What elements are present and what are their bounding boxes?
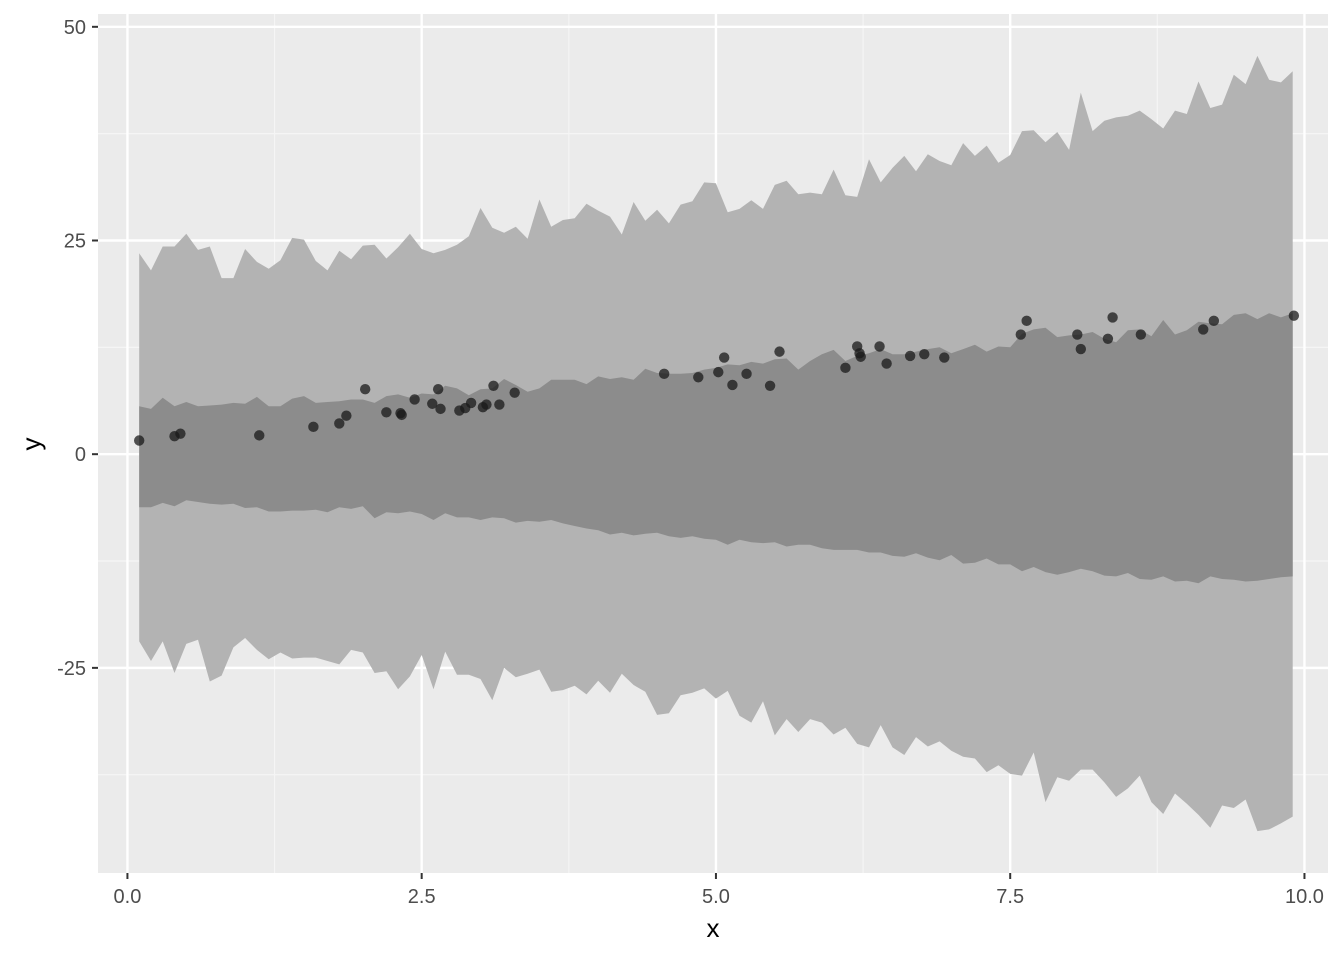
data-point	[1107, 312, 1118, 323]
data-point	[409, 394, 420, 405]
data-point	[693, 372, 704, 383]
data-point	[855, 351, 866, 362]
data-point	[427, 398, 438, 409]
data-point	[1075, 343, 1087, 355]
data-point	[1208, 315, 1220, 327]
data-point	[481, 399, 492, 410]
x-tick-label: 5.0	[702, 886, 730, 908]
y-tick-label: 50	[64, 17, 86, 39]
data-point	[435, 403, 446, 415]
y-axis-title: y	[16, 438, 46, 451]
data-point	[494, 399, 505, 410]
data-point	[727, 379, 738, 391]
data-point	[1102, 333, 1114, 344]
x-tick-label: 2.5	[408, 886, 436, 908]
data-point	[874, 341, 885, 352]
data-point	[881, 358, 892, 369]
x-tick-label: 0.0	[114, 886, 142, 908]
data-point	[718, 352, 730, 363]
data-point	[381, 407, 392, 418]
data-point	[658, 368, 670, 380]
data-point	[308, 421, 319, 433]
inner-band	[139, 313, 1293, 584]
y-tick-label: 25	[64, 231, 86, 253]
data-point	[341, 410, 352, 421]
data-point	[133, 435, 145, 446]
x-axis: 0.0 2.5 5.0 7.5 10.0	[114, 873, 1324, 908]
x-axis-title: x	[707, 913, 720, 943]
data-point	[1198, 324, 1209, 335]
data-point	[1072, 329, 1083, 340]
data-point	[840, 362, 851, 374]
data-point	[396, 409, 407, 421]
data-point	[175, 428, 186, 439]
data-point	[741, 368, 752, 380]
y-axis: 50 25 0 -25	[57, 17, 98, 680]
x-tick-label: 10.0	[1285, 886, 1324, 908]
data-point	[509, 387, 520, 398]
data-point	[904, 350, 916, 362]
data-point	[1021, 315, 1032, 327]
data-point	[1015, 329, 1026, 340]
data-point	[432, 384, 444, 395]
data-point	[764, 380, 776, 392]
data-point	[919, 348, 930, 360]
data-points	[133, 310, 1300, 446]
data-point	[359, 384, 371, 395]
data-point	[488, 380, 499, 392]
y-tick-label: -25	[57, 658, 86, 680]
data-point	[254, 430, 265, 441]
data-point	[1135, 329, 1147, 340]
y-tick-label: 0	[75, 444, 86, 466]
data-point	[774, 346, 785, 357]
data-point	[939, 352, 950, 363]
data-point	[465, 397, 477, 409]
data-point	[1288, 310, 1300, 321]
x-tick-label: 7.5	[996, 886, 1024, 908]
data-point	[334, 418, 345, 429]
data-point	[713, 366, 724, 378]
